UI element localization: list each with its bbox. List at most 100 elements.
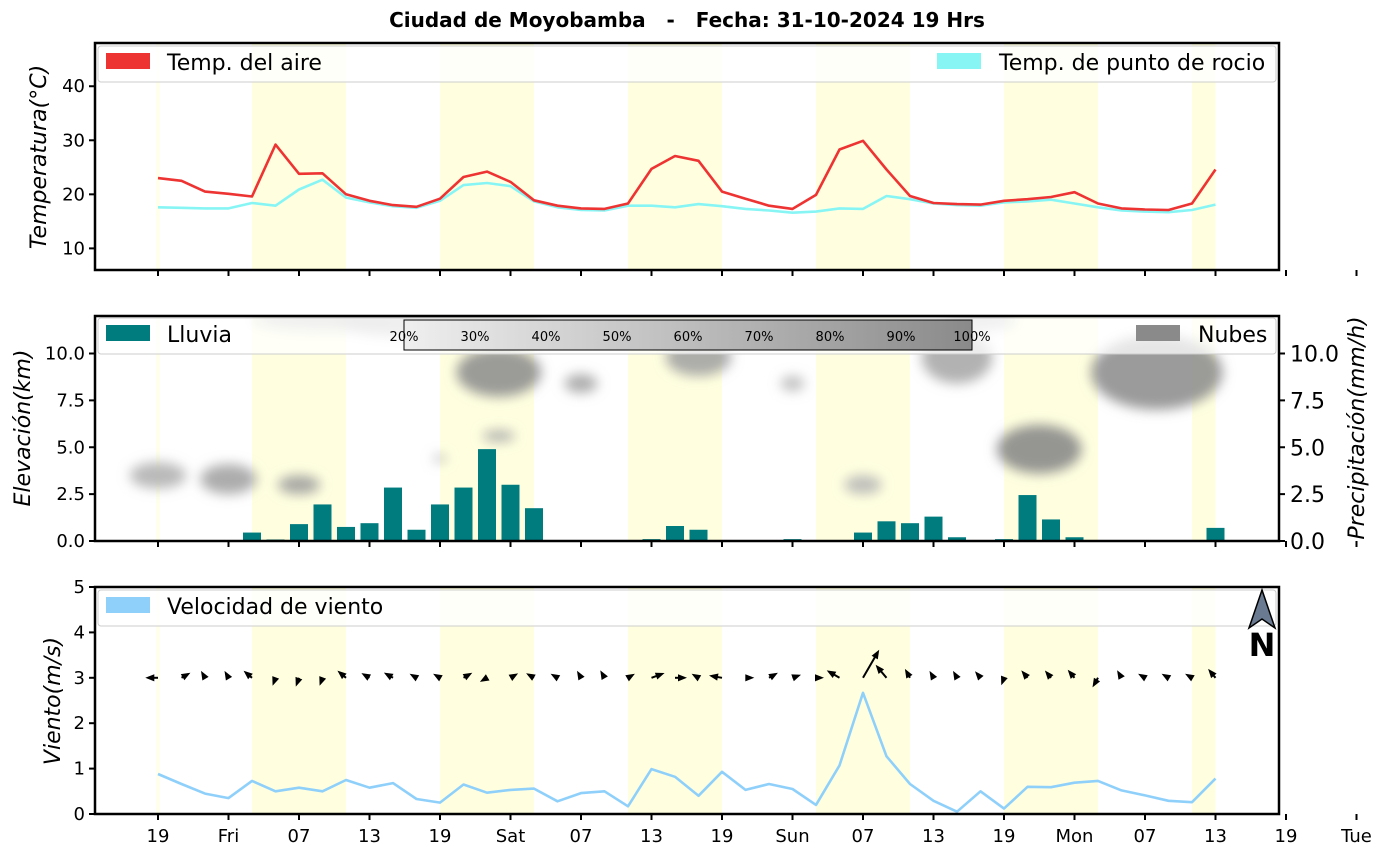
wind-legend: Velocidad de viento xyxy=(97,589,1277,627)
rain-bar xyxy=(1018,495,1037,541)
x-tick-label: 19 xyxy=(1275,826,1298,847)
wind-arrow xyxy=(975,671,984,681)
colorbar-label: 30% xyxy=(461,330,490,345)
x-tick-label: 13 xyxy=(640,826,663,847)
colorbar-label: 20% xyxy=(390,330,419,345)
y-tick-label: 5.0 xyxy=(1290,436,1325,461)
wind-arrow xyxy=(791,674,801,682)
wind-arrow xyxy=(550,673,561,682)
wind-arrow-head xyxy=(904,668,913,679)
x-tick-label: 07 xyxy=(288,826,311,847)
y-tick-label: 3 xyxy=(74,668,85,689)
cloud-patch xyxy=(996,424,1082,474)
wind-arrow xyxy=(691,673,702,682)
wind-arrow xyxy=(508,673,519,681)
y-tick-label: 40 xyxy=(62,76,85,97)
wind-arrow xyxy=(1185,673,1195,682)
wind-arrow xyxy=(929,670,938,681)
wind-arrow-head xyxy=(577,670,585,681)
rain-legend-swatch xyxy=(106,325,150,341)
wind-y-label: Viento(m/s) xyxy=(41,637,66,765)
daylight-band xyxy=(1192,43,1216,270)
colorbar-label: 60% xyxy=(674,330,703,345)
wind-y-ticks: 0 1 2 3 4 5 xyxy=(74,577,95,825)
wind-arrow xyxy=(295,676,303,687)
wind-arrow xyxy=(462,672,473,681)
air-temp-legend-swatch xyxy=(106,53,150,69)
wind-arrow-head xyxy=(691,673,702,682)
wind-arrow xyxy=(361,673,371,681)
wind-arrow xyxy=(1021,670,1030,680)
x-tick-label: 07 xyxy=(570,826,593,847)
rain-legend-label: Lluvia xyxy=(167,323,232,348)
wind-arrow xyxy=(180,672,191,681)
wind-arrow xyxy=(815,674,824,682)
wind-arrow-head xyxy=(145,674,155,682)
wind-arrow-head xyxy=(953,670,961,681)
y-tick-label: 4 xyxy=(74,622,85,643)
daylight-band xyxy=(156,316,160,541)
x-tick-label: Sat xyxy=(496,826,526,847)
rain-bar xyxy=(313,504,332,541)
temperature-legend: Temp. del aire Temp. de punto de rocio xyxy=(97,45,1277,83)
precipitation-y-ticks: 0.0 2.5 5.0 7.5 10.0 xyxy=(1279,343,1339,555)
wind-arrow-head xyxy=(1185,673,1195,682)
wind-arrow-head xyxy=(678,674,687,682)
wind-arrow xyxy=(337,670,347,680)
wind-arrow-head xyxy=(295,676,303,687)
wind-arrow xyxy=(768,672,778,681)
y-tick-label: 10 xyxy=(62,238,85,259)
wind-arrow-head xyxy=(462,672,473,681)
rain-bar xyxy=(337,526,355,541)
wind-arrow-head xyxy=(433,673,443,682)
wind-arrow-head xyxy=(1001,675,1008,686)
wind-legend-swatch xyxy=(106,597,150,613)
x-tick-label: Sun xyxy=(775,826,809,847)
daylight-band xyxy=(1192,587,1216,814)
rain-bar xyxy=(454,487,473,541)
wind-arrow xyxy=(145,674,158,682)
elevation-y-ticks: 0.0 2.5 5.0 7.5 10.0 xyxy=(45,344,95,552)
temperature-y-label: Temperatura(°C) xyxy=(27,65,52,249)
temperature-axes-frame xyxy=(93,41,1281,272)
wind-arrow xyxy=(651,672,665,680)
wind-arrow xyxy=(625,673,635,682)
rain-bar xyxy=(360,523,379,541)
wind-arrow xyxy=(383,672,394,681)
cloud-legend-swatch xyxy=(1136,325,1180,341)
colorbar-label: 50% xyxy=(603,330,632,345)
wind-arrow-head xyxy=(1067,669,1077,679)
wind-arrow-head xyxy=(1161,673,1172,682)
x-tick-label: 13 xyxy=(358,826,381,847)
wind-arrow xyxy=(409,673,420,682)
colorbar-label: 40% xyxy=(532,330,561,345)
colorbar-label: 70% xyxy=(745,330,774,345)
wind-arrow xyxy=(862,649,880,679)
cloud-legend-label: Nubes xyxy=(1198,323,1267,348)
cloud-patch xyxy=(564,374,598,393)
north-label: N xyxy=(1249,626,1276,664)
wind-arrow xyxy=(1138,673,1148,682)
north-arrow-icon xyxy=(1247,587,1277,630)
colorbar-label: 90% xyxy=(887,330,916,345)
wind-arrow-head xyxy=(871,649,880,660)
north-arrow: N xyxy=(1247,587,1277,664)
y-tick-label: 0 xyxy=(74,804,85,825)
wind-arrow-head xyxy=(709,673,719,681)
x-tick-label: Fri xyxy=(218,826,239,847)
x-tick-label: 19 xyxy=(711,826,734,847)
wind-arrow-head xyxy=(526,673,536,681)
cloud-patch xyxy=(780,376,805,391)
rain-bar xyxy=(407,529,426,541)
y-tick-label: 1 xyxy=(74,759,85,780)
wind-arrow xyxy=(1001,675,1008,686)
air-temp-line xyxy=(157,139,1217,212)
wind-legend-label: Velocidad de viento xyxy=(167,595,383,620)
wind-arrow xyxy=(319,676,327,686)
wind-arrow xyxy=(675,674,687,682)
temperature-panel: 10 20 30 40 Temperatura(°C) Temp. del aire … xyxy=(27,41,1358,276)
wind-arrow xyxy=(1208,668,1217,679)
x-tick-label: 07 xyxy=(1134,826,1157,847)
cloud-colorbar: 20% 30% 40% 50% 60% 70% 80% 90% 100% xyxy=(390,319,991,351)
wind-arrow-head xyxy=(826,670,837,678)
